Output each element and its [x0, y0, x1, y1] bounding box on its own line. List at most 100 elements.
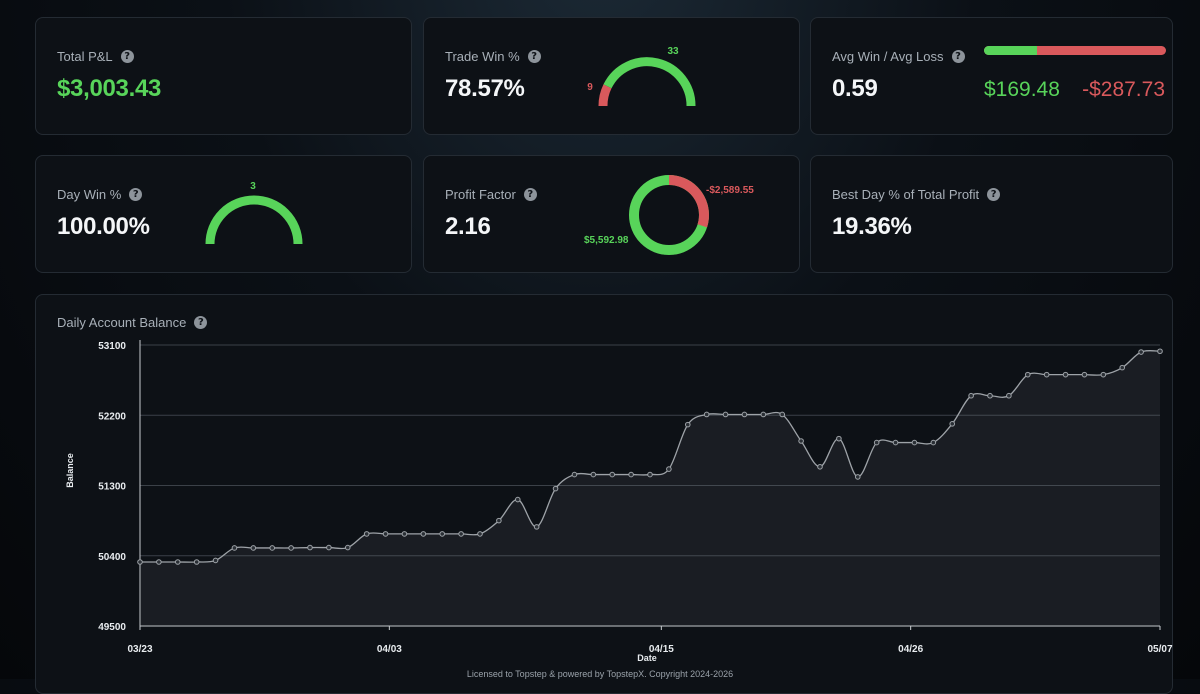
- data-point: [1157, 348, 1163, 355]
- trade-win-card: Trade Win % ? 78.57% 33 9: [423, 17, 800, 135]
- y-tick-label: 50400: [98, 552, 126, 563]
- data-point: [533, 524, 540, 530]
- help-icon[interactable]: ?: [120, 50, 134, 63]
- help-icon[interactable]: ?: [194, 316, 208, 329]
- data-point: [363, 531, 370, 537]
- data-point: [1062, 371, 1069, 378]
- profit-factor-value: 2.16: [445, 213, 491, 240]
- total-pnl-value: $3,003.43: [57, 75, 162, 102]
- data-point: [137, 559, 143, 565]
- data-point: [458, 531, 464, 537]
- data-point: [609, 471, 616, 478]
- x-axis-label: Date: [637, 653, 657, 663]
- data-point: [1119, 364, 1126, 371]
- gauge-win-arc: [205, 195, 303, 245]
- avg-win-loss-card: Avg Win / Avg Loss ? 0.59 $169.48 -$287.…: [810, 17, 1173, 135]
- data-point: [439, 531, 446, 537]
- gauge-loss-arc: [598, 84, 612, 107]
- data-point: [174, 559, 181, 565]
- data-point: [949, 421, 956, 427]
- day-win-value: 100.00%: [57, 213, 150, 240]
- x-tick-label: 05/07: [1147, 644, 1172, 655]
- help-icon[interactable]: ?: [527, 50, 541, 63]
- data-point: [684, 421, 691, 428]
- trade-win-value: 78.57%: [445, 75, 525, 102]
- gauge-win-arc: [603, 57, 696, 107]
- day-wins-count: 3: [250, 181, 256, 192]
- data-point: [250, 545, 257, 551]
- data-point: [1043, 371, 1050, 378]
- data-point: [703, 411, 710, 418]
- y-tick-label: 51300: [98, 482, 126, 493]
- data-point: [420, 531, 427, 537]
- data-point: [722, 411, 729, 418]
- y-tick-label: 49500: [98, 622, 126, 633]
- help-icon[interactable]: ?: [951, 50, 965, 63]
- data-point: [288, 545, 294, 551]
- profit-factor-card: Profit Factor ? 2.16 -$2,589.55 $5,592.9…: [423, 155, 800, 273]
- trade-losses-count: 9: [587, 82, 593, 93]
- data-point: [911, 439, 918, 446]
- data-point: [344, 544, 351, 551]
- x-tick-label: 04/26: [898, 644, 923, 655]
- win-portion: [984, 46, 1037, 55]
- data-point: [892, 439, 899, 446]
- data-point: [836, 435, 842, 442]
- data-point: [401, 531, 408, 537]
- balance-area: [140, 350, 1160, 626]
- data-point: [760, 411, 767, 418]
- data-point: [193, 559, 200, 565]
- x-tick-label: 03/23: [127, 644, 152, 655]
- data-point: [817, 463, 823, 470]
- profit-factor-label: Profit Factor: [445, 187, 516, 202]
- data-point: [779, 411, 786, 418]
- data-point: [477, 531, 483, 537]
- data-point: [514, 496, 521, 503]
- data-point: [666, 466, 672, 472]
- data-point: [873, 439, 880, 446]
- y-axis-label: Balance: [65, 453, 75, 488]
- total-pnl-label: Total P&L: [57, 49, 113, 64]
- data-point: [628, 471, 634, 478]
- best-day-value: 19.36%: [832, 213, 912, 240]
- data-point: [269, 545, 276, 551]
- data-point: [590, 471, 597, 478]
- best-day-label: Best Day % of Total Profit: [832, 187, 980, 202]
- trade-win-label: Trade Win %: [445, 49, 520, 64]
- data-point: [326, 544, 332, 551]
- chart-title: Daily Account Balance: [57, 315, 187, 330]
- data-point: [382, 531, 389, 537]
- data-point: [1006, 392, 1012, 399]
- x-tick-label: 04/03: [377, 644, 402, 655]
- data-point: [741, 411, 748, 418]
- data-point: [156, 559, 162, 565]
- help-icon[interactable]: ?: [523, 188, 537, 201]
- win-loss-ratio-bar: [984, 46, 1166, 55]
- data-point: [212, 557, 219, 564]
- data-point: [231, 545, 238, 551]
- avg-win-loss-label: Avg Win / Avg Loss: [832, 49, 944, 64]
- data-point: [930, 439, 937, 446]
- avg-loss-value: -$287.73: [1082, 78, 1165, 101]
- total-pnl-card: Total P&L ? $3,003.43: [35, 17, 412, 135]
- data-point: [1081, 371, 1088, 378]
- data-point: [647, 471, 653, 478]
- data-point: [496, 517, 502, 524]
- help-icon[interactable]: ?: [987, 188, 1001, 201]
- gross-loss-label: -$2,589.55: [706, 185, 754, 196]
- data-point: [854, 474, 861, 480]
- data-point: [1024, 371, 1031, 378]
- data-point: [798, 438, 804, 444]
- trade-wins-count: 33: [667, 46, 679, 57]
- day-win-card: Day Win % ? 100.00% 3: [35, 155, 412, 273]
- avg-win-value: $169.48: [984, 78, 1060, 101]
- day-win-label: Day Win %: [57, 187, 122, 202]
- best-day-card: Best Day % of Total Profit ? 19.36%: [810, 155, 1173, 273]
- data-point: [968, 392, 974, 399]
- day-win-gauge: 3: [205, 181, 303, 245]
- data-point: [552, 485, 559, 492]
- data-point: [1100, 371, 1107, 378]
- help-icon[interactable]: ?: [129, 188, 143, 201]
- daily-balance-card: Daily Account Balance ? 53100 52200 51300 5…: [35, 294, 1173, 694]
